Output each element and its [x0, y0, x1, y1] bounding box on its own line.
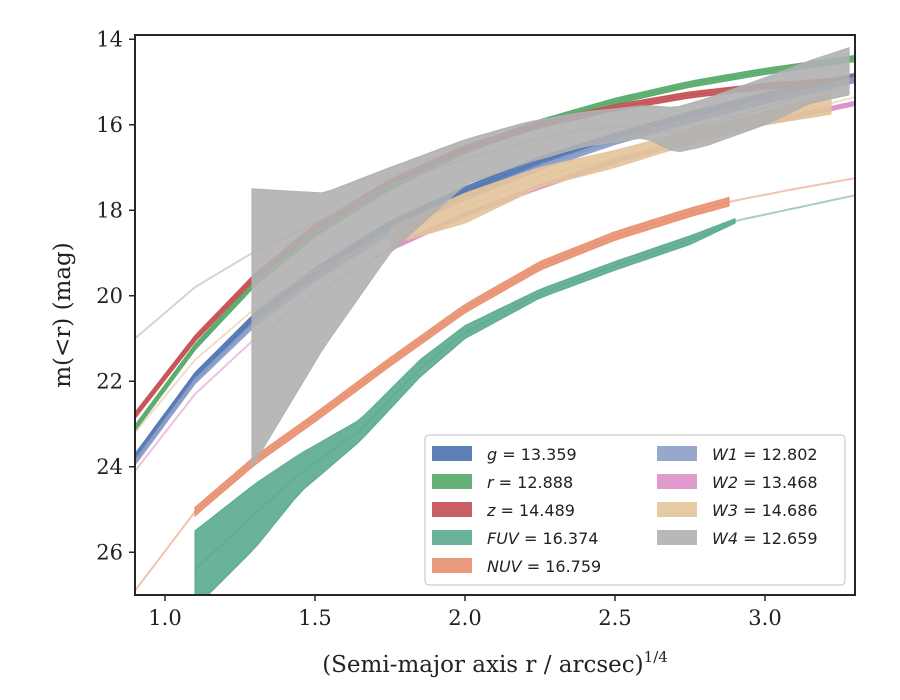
y-tick-label: 14 — [96, 27, 123, 51]
x-tick-label: 2.0 — [448, 606, 481, 630]
x-axis: 1.0 1.5 2.0 2.5 3.0 — [148, 595, 782, 630]
legend-swatch-nuv — [432, 558, 472, 573]
series-nuv-band — [194, 196, 730, 518]
y-tick-label: 20 — [96, 284, 123, 308]
legend-swatch-w4 — [657, 530, 697, 545]
legend-label-fuv: FUV = 16.374 — [487, 529, 598, 548]
y-axis: 14 16 18 20 22 24 26 — [96, 27, 135, 564]
legend-swatch-w1 — [657, 446, 697, 461]
x-axis-title: (Semi-major axis r / arcsec)1/4 — [322, 648, 668, 678]
legend-swatch-r — [432, 474, 472, 489]
legend-swatch-w2 — [657, 474, 697, 489]
y-tick-label: 22 — [96, 369, 123, 393]
series-fuv-band — [194, 217, 736, 595]
x-tick-label: 1.5 — [298, 606, 331, 630]
legend-label-w2: W2 = 13.468 — [712, 473, 818, 492]
series-w4-band — [251, 46, 850, 469]
legend-label-w4: W4 = 12.659 — [712, 529, 818, 548]
legend-swatch-fuv — [432, 530, 472, 545]
plot-frame — [134, 34, 856, 596]
x-tick-label: 2.5 — [598, 606, 631, 630]
series-layer — [135, 46, 855, 595]
y-tick-label: 26 — [96, 540, 123, 564]
y-tick-label: 24 — [96, 455, 123, 479]
legend-label-g: g = 13.359 — [487, 445, 577, 464]
legend-label-w1: W1 = 12.802 — [712, 445, 818, 464]
legend-swatch-g — [432, 446, 472, 461]
y-tick-label: 16 — [96, 113, 123, 137]
x-tick-label: 1.0 — [148, 606, 181, 630]
y-axis-title: m(<r) (mag) — [50, 242, 76, 388]
legend-swatch-w3 — [657, 502, 697, 517]
legend-frame — [424, 434, 846, 586]
y-tick-label: 18 — [96, 198, 123, 222]
legend-label-r: r = 12.888 — [487, 473, 573, 492]
legend-label-w3: W3 = 14.686 — [712, 501, 818, 520]
legend-swatch-z — [432, 502, 472, 517]
legend: g = 13.359 r = 12.888 z = 14.489 FUV = 16.3… — [424, 434, 846, 586]
legend-label-z: z = 14.489 — [486, 501, 575, 520]
x-tick-label: 3.0 — [748, 606, 781, 630]
legend-label-nuv: NUV = 16.759 — [487, 557, 601, 576]
